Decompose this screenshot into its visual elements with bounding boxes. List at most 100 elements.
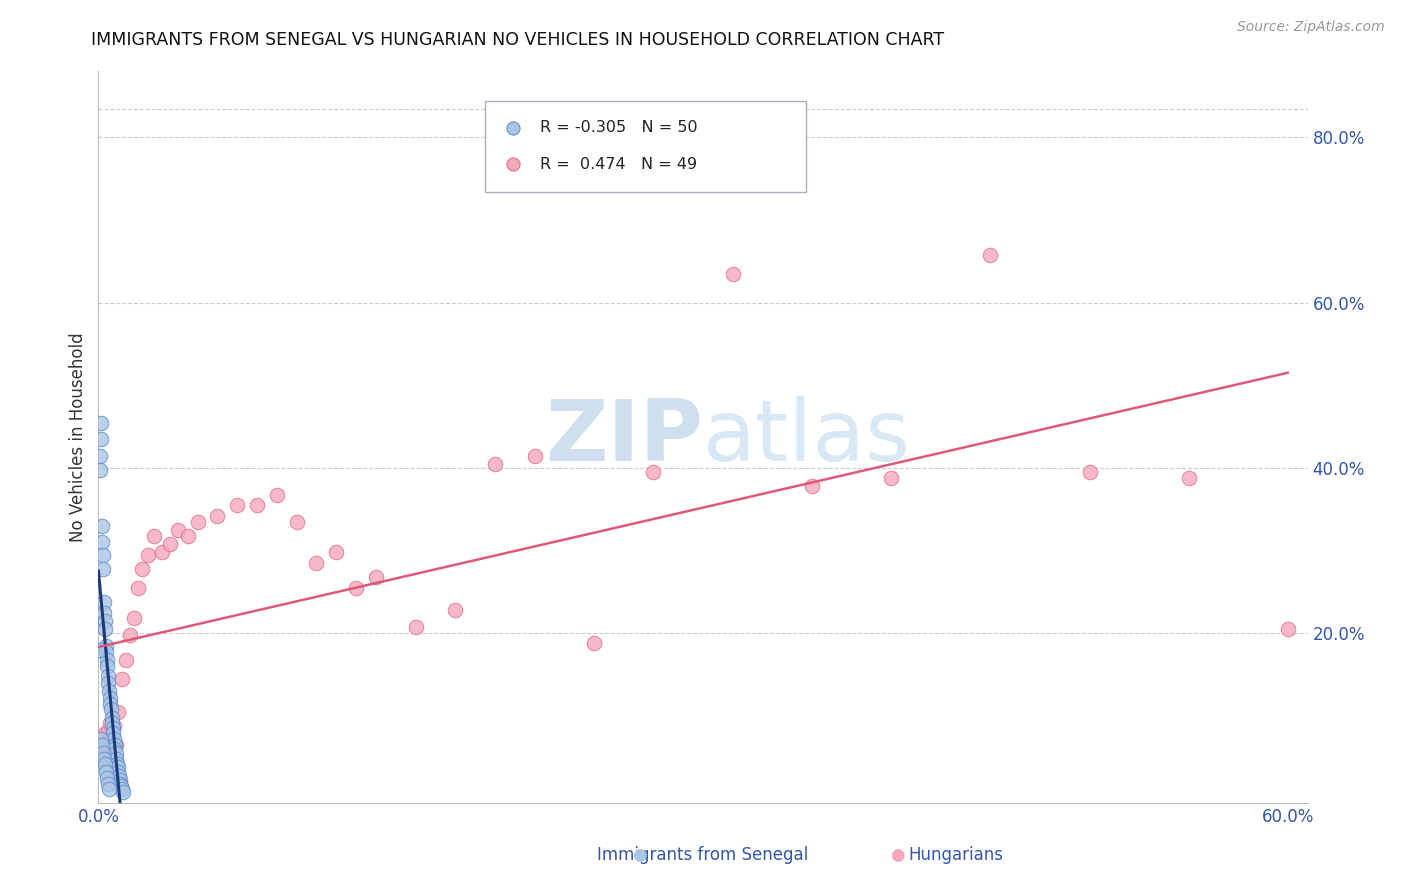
Point <box>93 740 115 755</box>
Point <box>207 508 229 523</box>
Point <box>94 746 117 760</box>
Point <box>100 702 122 716</box>
Point <box>89 463 111 477</box>
Point <box>111 781 134 796</box>
Point <box>142 529 165 543</box>
Point <box>226 498 249 512</box>
Point <box>104 738 127 752</box>
Point <box>94 614 117 628</box>
Point <box>246 498 269 512</box>
Text: ●: ● <box>633 846 647 863</box>
Point <box>101 725 124 739</box>
Point <box>166 523 188 537</box>
Point <box>107 705 129 719</box>
Point <box>93 606 115 620</box>
Point <box>97 777 120 791</box>
Point <box>97 669 120 683</box>
Text: Immigrants from Senegal: Immigrants from Senegal <box>598 846 808 863</box>
Point <box>98 684 121 698</box>
Point <box>93 752 115 766</box>
Point <box>186 515 208 529</box>
Point <box>91 519 114 533</box>
Point <box>768 70 790 84</box>
Point <box>136 548 159 562</box>
FancyBboxPatch shape <box>485 101 806 192</box>
Point <box>880 471 903 485</box>
Point <box>90 416 112 430</box>
Point <box>523 449 546 463</box>
Point <box>105 756 128 771</box>
Point <box>305 556 328 570</box>
Text: R = -0.305   N = 50: R = -0.305 N = 50 <box>540 120 697 136</box>
Point <box>721 267 744 281</box>
Point <box>94 644 117 658</box>
Point <box>979 248 1001 262</box>
Point <box>105 738 128 752</box>
Point <box>98 697 121 711</box>
Point <box>96 765 118 780</box>
Point <box>120 628 142 642</box>
Point <box>104 752 127 766</box>
Point <box>96 659 118 673</box>
Point <box>103 719 125 733</box>
Point <box>131 562 153 576</box>
Text: ZIP: ZIP <box>546 395 703 479</box>
Point <box>768 29 790 43</box>
Point <box>90 732 112 747</box>
Point <box>91 738 114 752</box>
Point <box>405 620 427 634</box>
Point <box>1177 471 1199 485</box>
Text: IMMIGRANTS FROM SENEGAL VS HUNGARIAN NO VEHICLES IN HOUSEHOLD CORRELATION CHART: IMMIGRANTS FROM SENEGAL VS HUNGARIAN NO … <box>91 31 945 49</box>
Point <box>110 779 132 793</box>
Point <box>1078 465 1101 479</box>
Point <box>91 535 114 549</box>
Point <box>101 730 124 744</box>
Point <box>1277 622 1299 636</box>
Point <box>444 603 467 617</box>
Text: R =  0.474   N = 49: R = 0.474 N = 49 <box>540 157 697 172</box>
Point <box>176 529 198 543</box>
Point <box>101 715 124 730</box>
Point <box>91 752 114 766</box>
Point <box>96 653 118 667</box>
Point <box>97 676 120 690</box>
Point <box>127 581 149 595</box>
Point <box>93 746 115 760</box>
Point <box>484 457 506 471</box>
Text: ●: ● <box>890 846 904 863</box>
Point <box>107 765 129 780</box>
Point <box>112 785 135 799</box>
Point <box>159 537 181 551</box>
Point <box>108 768 131 782</box>
Text: Source: ZipAtlas.com: Source: ZipAtlas.com <box>1237 20 1385 34</box>
Point <box>115 653 138 667</box>
Point <box>89 643 111 657</box>
Text: atlas: atlas <box>703 395 911 479</box>
Point <box>90 432 112 446</box>
Point <box>96 752 118 766</box>
Point <box>96 735 118 749</box>
Point <box>801 479 824 493</box>
Point <box>110 773 132 788</box>
Y-axis label: No Vehicles in Household: No Vehicles in Household <box>69 332 87 542</box>
Point <box>111 672 134 686</box>
Point <box>93 727 115 741</box>
Point <box>582 636 605 650</box>
Point <box>89 449 111 463</box>
Point <box>93 595 115 609</box>
Point <box>91 548 114 562</box>
Point <box>643 465 665 479</box>
Point <box>325 545 347 559</box>
Point <box>103 722 125 736</box>
Point <box>94 622 117 636</box>
Point <box>96 771 118 785</box>
Point <box>96 639 118 653</box>
Point <box>94 756 117 771</box>
Point <box>108 777 131 791</box>
Point <box>97 723 120 738</box>
Text: Hungarians: Hungarians <box>908 846 1004 863</box>
Point <box>266 487 288 501</box>
Point <box>107 760 129 774</box>
Point <box>285 515 308 529</box>
Point <box>105 746 128 760</box>
